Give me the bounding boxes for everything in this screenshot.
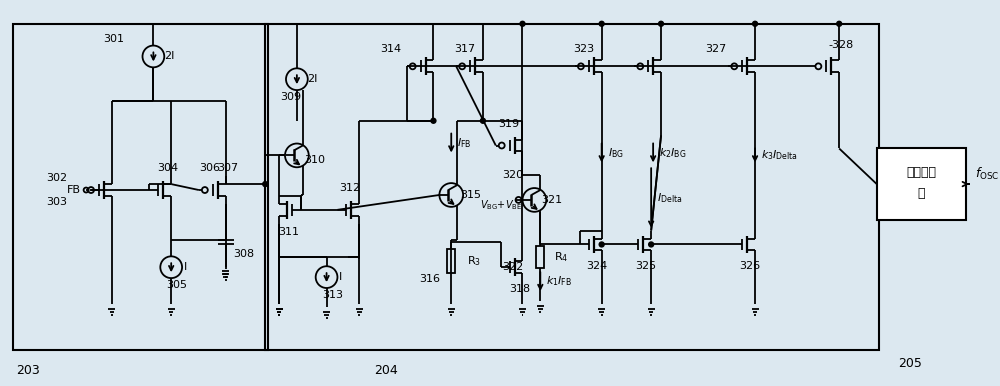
Text: 302: 302 bbox=[46, 173, 67, 183]
Text: $k_2 I_{\rm BG}$: $k_2 I_{\rm BG}$ bbox=[659, 146, 687, 160]
Circle shape bbox=[431, 118, 436, 123]
Text: FB: FB bbox=[67, 185, 81, 195]
Text: 321: 321 bbox=[542, 195, 563, 205]
Text: 205: 205 bbox=[898, 357, 922, 370]
Text: 314: 314 bbox=[380, 44, 401, 54]
Circle shape bbox=[263, 182, 268, 186]
Text: 311: 311 bbox=[278, 227, 299, 237]
Circle shape bbox=[659, 21, 664, 26]
Circle shape bbox=[480, 118, 485, 123]
Bar bbox=[13, 24, 268, 350]
Circle shape bbox=[599, 242, 604, 247]
Text: 308: 308 bbox=[233, 249, 254, 259]
Text: I: I bbox=[339, 272, 342, 282]
Text: 204: 204 bbox=[374, 364, 398, 377]
Text: $k_3 I_{\rm Delta}$: $k_3 I_{\rm Delta}$ bbox=[761, 149, 798, 162]
Text: 317: 317 bbox=[455, 44, 476, 54]
Text: R$_4$: R$_4$ bbox=[554, 251, 569, 264]
Text: 318: 318 bbox=[509, 284, 530, 294]
Text: 301: 301 bbox=[103, 34, 124, 44]
Bar bbox=[265, 24, 879, 350]
Text: -328: -328 bbox=[829, 39, 854, 49]
Text: 320: 320 bbox=[502, 170, 523, 180]
Text: 305: 305 bbox=[167, 280, 188, 290]
Text: 303: 303 bbox=[46, 197, 67, 207]
Bar bbox=[447, 249, 455, 273]
Text: 振荡器电: 振荡器电 bbox=[906, 166, 936, 179]
Circle shape bbox=[649, 242, 654, 247]
Text: $V_{\rm BG}$+$V_{\rm BE}$: $V_{\rm BG}$+$V_{\rm BE}$ bbox=[480, 198, 522, 212]
Text: $I_{\rm BG}$: $I_{\rm BG}$ bbox=[608, 146, 623, 160]
Circle shape bbox=[599, 21, 604, 26]
Text: 312: 312 bbox=[339, 183, 360, 193]
Text: 304: 304 bbox=[158, 163, 179, 173]
Text: 2I: 2I bbox=[164, 51, 174, 61]
Text: 323: 323 bbox=[573, 44, 594, 54]
Text: $I_{\rm Delta}$: $I_{\rm Delta}$ bbox=[657, 191, 682, 205]
Circle shape bbox=[837, 21, 842, 26]
Text: 306: 306 bbox=[199, 163, 220, 173]
Text: 322: 322 bbox=[502, 262, 523, 272]
Text: 324: 324 bbox=[586, 261, 607, 271]
Text: 313: 313 bbox=[322, 290, 343, 300]
Text: 327: 327 bbox=[705, 44, 726, 54]
Text: I: I bbox=[183, 262, 187, 272]
Text: 319: 319 bbox=[498, 119, 519, 129]
Bar bbox=[536, 246, 544, 268]
Text: 309: 309 bbox=[280, 92, 301, 102]
Text: $f_{\rm OSC}$: $f_{\rm OSC}$ bbox=[975, 166, 999, 182]
Text: 310: 310 bbox=[304, 155, 325, 165]
Text: 路: 路 bbox=[918, 188, 925, 200]
Bar bbox=[877, 149, 966, 220]
Text: $I_{\rm FB}$: $I_{\rm FB}$ bbox=[457, 136, 472, 150]
Circle shape bbox=[520, 21, 525, 26]
Text: 326: 326 bbox=[740, 261, 761, 271]
Text: 325: 325 bbox=[636, 261, 657, 271]
Text: $k_1 I_{\rm FB}$: $k_1 I_{\rm FB}$ bbox=[546, 275, 572, 288]
Text: 316: 316 bbox=[419, 274, 440, 284]
Text: 315: 315 bbox=[461, 190, 482, 200]
Circle shape bbox=[753, 21, 758, 26]
Text: 2I: 2I bbox=[308, 74, 318, 84]
Text: 307: 307 bbox=[217, 163, 238, 173]
Text: 203: 203 bbox=[16, 364, 40, 377]
Text: R$_3$: R$_3$ bbox=[467, 254, 481, 268]
